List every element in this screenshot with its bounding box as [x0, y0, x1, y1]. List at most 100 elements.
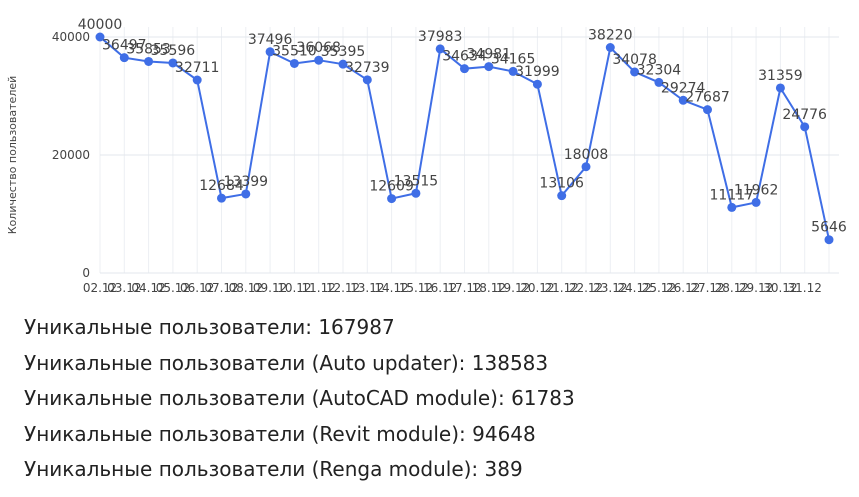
- point: [460, 64, 469, 74]
- point: [751, 197, 761, 207]
- x-tick-label: 08.12: [229, 281, 263, 295]
- x-tick-label: 29.12: [739, 281, 773, 295]
- point: [217, 193, 226, 203]
- data-label: 37983: [418, 29, 463, 45]
- x-tick-label: 19.12: [496, 281, 530, 295]
- data-label: 34634: [442, 49, 487, 65]
- data-label: 40000: [78, 17, 123, 33]
- x-tick-label: 12.12: [326, 281, 360, 295]
- x-tick-label: 15.12: [399, 281, 433, 295]
- data-label: 5646: [811, 220, 847, 236]
- data-label: 11117: [710, 187, 755, 203]
- data-label: 34981: [467, 47, 512, 63]
- y-tick-label: 20000: [52, 148, 90, 162]
- stat-line: Уникальные пользователи: 167987: [24, 315, 395, 339]
- data-label: 13515: [394, 173, 439, 189]
- x-tick-label: 24.12: [617, 281, 651, 295]
- point: [314, 55, 324, 65]
- data-label: 24776: [782, 107, 827, 123]
- data-label: 32711: [175, 60, 220, 76]
- point: [435, 44, 445, 54]
- x-tick-label: 10.12: [277, 281, 311, 295]
- x-tick-label: 18.12: [472, 281, 506, 295]
- y-axis-title: Количество пользователей: [6, 76, 19, 235]
- data-label: 36497: [102, 38, 147, 54]
- x-tick-label: 16.12: [423, 281, 457, 295]
- point: [241, 189, 251, 199]
- x-tick-label: 03.12: [107, 281, 141, 295]
- point: [557, 191, 567, 201]
- point: [581, 162, 591, 172]
- point: [362, 75, 372, 85]
- x-tick-label: 11.12: [302, 281, 336, 295]
- point: [119, 53, 129, 63]
- point: [484, 62, 494, 72]
- x-tick-label: 20.12: [520, 281, 554, 295]
- x-tick-label: 06.12: [180, 281, 214, 295]
- data-label: 37496: [248, 32, 293, 48]
- data-label: 32739: [345, 60, 390, 76]
- x-tick-label: 28.12: [715, 281, 749, 295]
- data-label: 27687: [685, 90, 730, 106]
- data-label: 34165: [491, 51, 536, 67]
- y-tick-label: 0: [82, 266, 90, 280]
- data-label: 35853: [126, 41, 171, 57]
- data-label: 13399: [224, 174, 269, 190]
- point: [387, 194, 397, 204]
- x-tick-label: 07.12: [204, 281, 238, 295]
- x-tick-label: 26.12: [666, 281, 700, 295]
- point: [289, 58, 299, 68]
- data-label: 35596: [151, 43, 196, 59]
- point: [95, 32, 105, 42]
- x-tick-label: 17.12: [447, 281, 481, 295]
- data-label: 13106: [539, 176, 584, 192]
- x-tick-label: 13.12: [350, 281, 384, 295]
- x-tick-label: 27.12: [690, 281, 724, 295]
- data-label: 31359: [758, 68, 803, 84]
- point: [678, 95, 688, 105]
- data-label: 11962: [734, 182, 779, 198]
- point: [630, 67, 640, 77]
- data-label: 32304: [637, 62, 682, 78]
- point: [192, 75, 202, 85]
- data-label: 31999: [515, 64, 560, 80]
- stat-line: Уникальные пользователи (AutoCAD module)…: [24, 386, 575, 410]
- data-label: 35510: [272, 43, 317, 59]
- x-tick-label: 04.12: [131, 281, 165, 295]
- point: [411, 188, 421, 198]
- point: [168, 58, 178, 68]
- stat-line: Уникальные пользователи (Revit module): …: [24, 421, 536, 446]
- point: [605, 43, 615, 53]
- point: [654, 77, 664, 87]
- y-tick-label: 40000: [52, 30, 90, 44]
- point: [703, 105, 712, 115]
- stats: Уникальные пользователи: 167987 Уникальны…: [24, 310, 575, 488]
- x-tick-label: 14.12: [374, 281, 408, 295]
- x-tick-label: 05.12: [156, 281, 190, 295]
- stat-line: Уникальные пользователи (Auto updater): …: [24, 350, 549, 375]
- data-label: 35395: [321, 44, 366, 60]
- x-tick-label: 30.12: [763, 281, 797, 295]
- x-tick-label: 31.12: [788, 281, 822, 295]
- data-label: 36068: [296, 40, 341, 56]
- point: [775, 83, 785, 93]
- point: [508, 66, 518, 76]
- x-tick-label: 21.12: [545, 281, 579, 295]
- point: [265, 47, 275, 57]
- data-label: 12609: [369, 179, 414, 195]
- point: [727, 202, 737, 212]
- x-tick-label: 25.12: [642, 281, 676, 295]
- point: [824, 235, 834, 245]
- data-label: 38220: [588, 28, 633, 44]
- data-label: 12684: [199, 178, 244, 194]
- stat-line: Уникальные пользователи (Renga module): …: [24, 457, 523, 481]
- x-tick-label: 22.12: [569, 281, 603, 295]
- data-label: 34078: [612, 52, 657, 68]
- x-tick-label: 23.12: [593, 281, 627, 295]
- data-label: 18008: [564, 147, 609, 163]
- chart: Количество пользователей 0 20000 40000 02.1…: [6, 17, 847, 295]
- x-tick-label: 02.12: [83, 281, 117, 295]
- x-tick-label: 09.12: [253, 281, 287, 295]
- point: [800, 122, 810, 132]
- point: [144, 56, 154, 66]
